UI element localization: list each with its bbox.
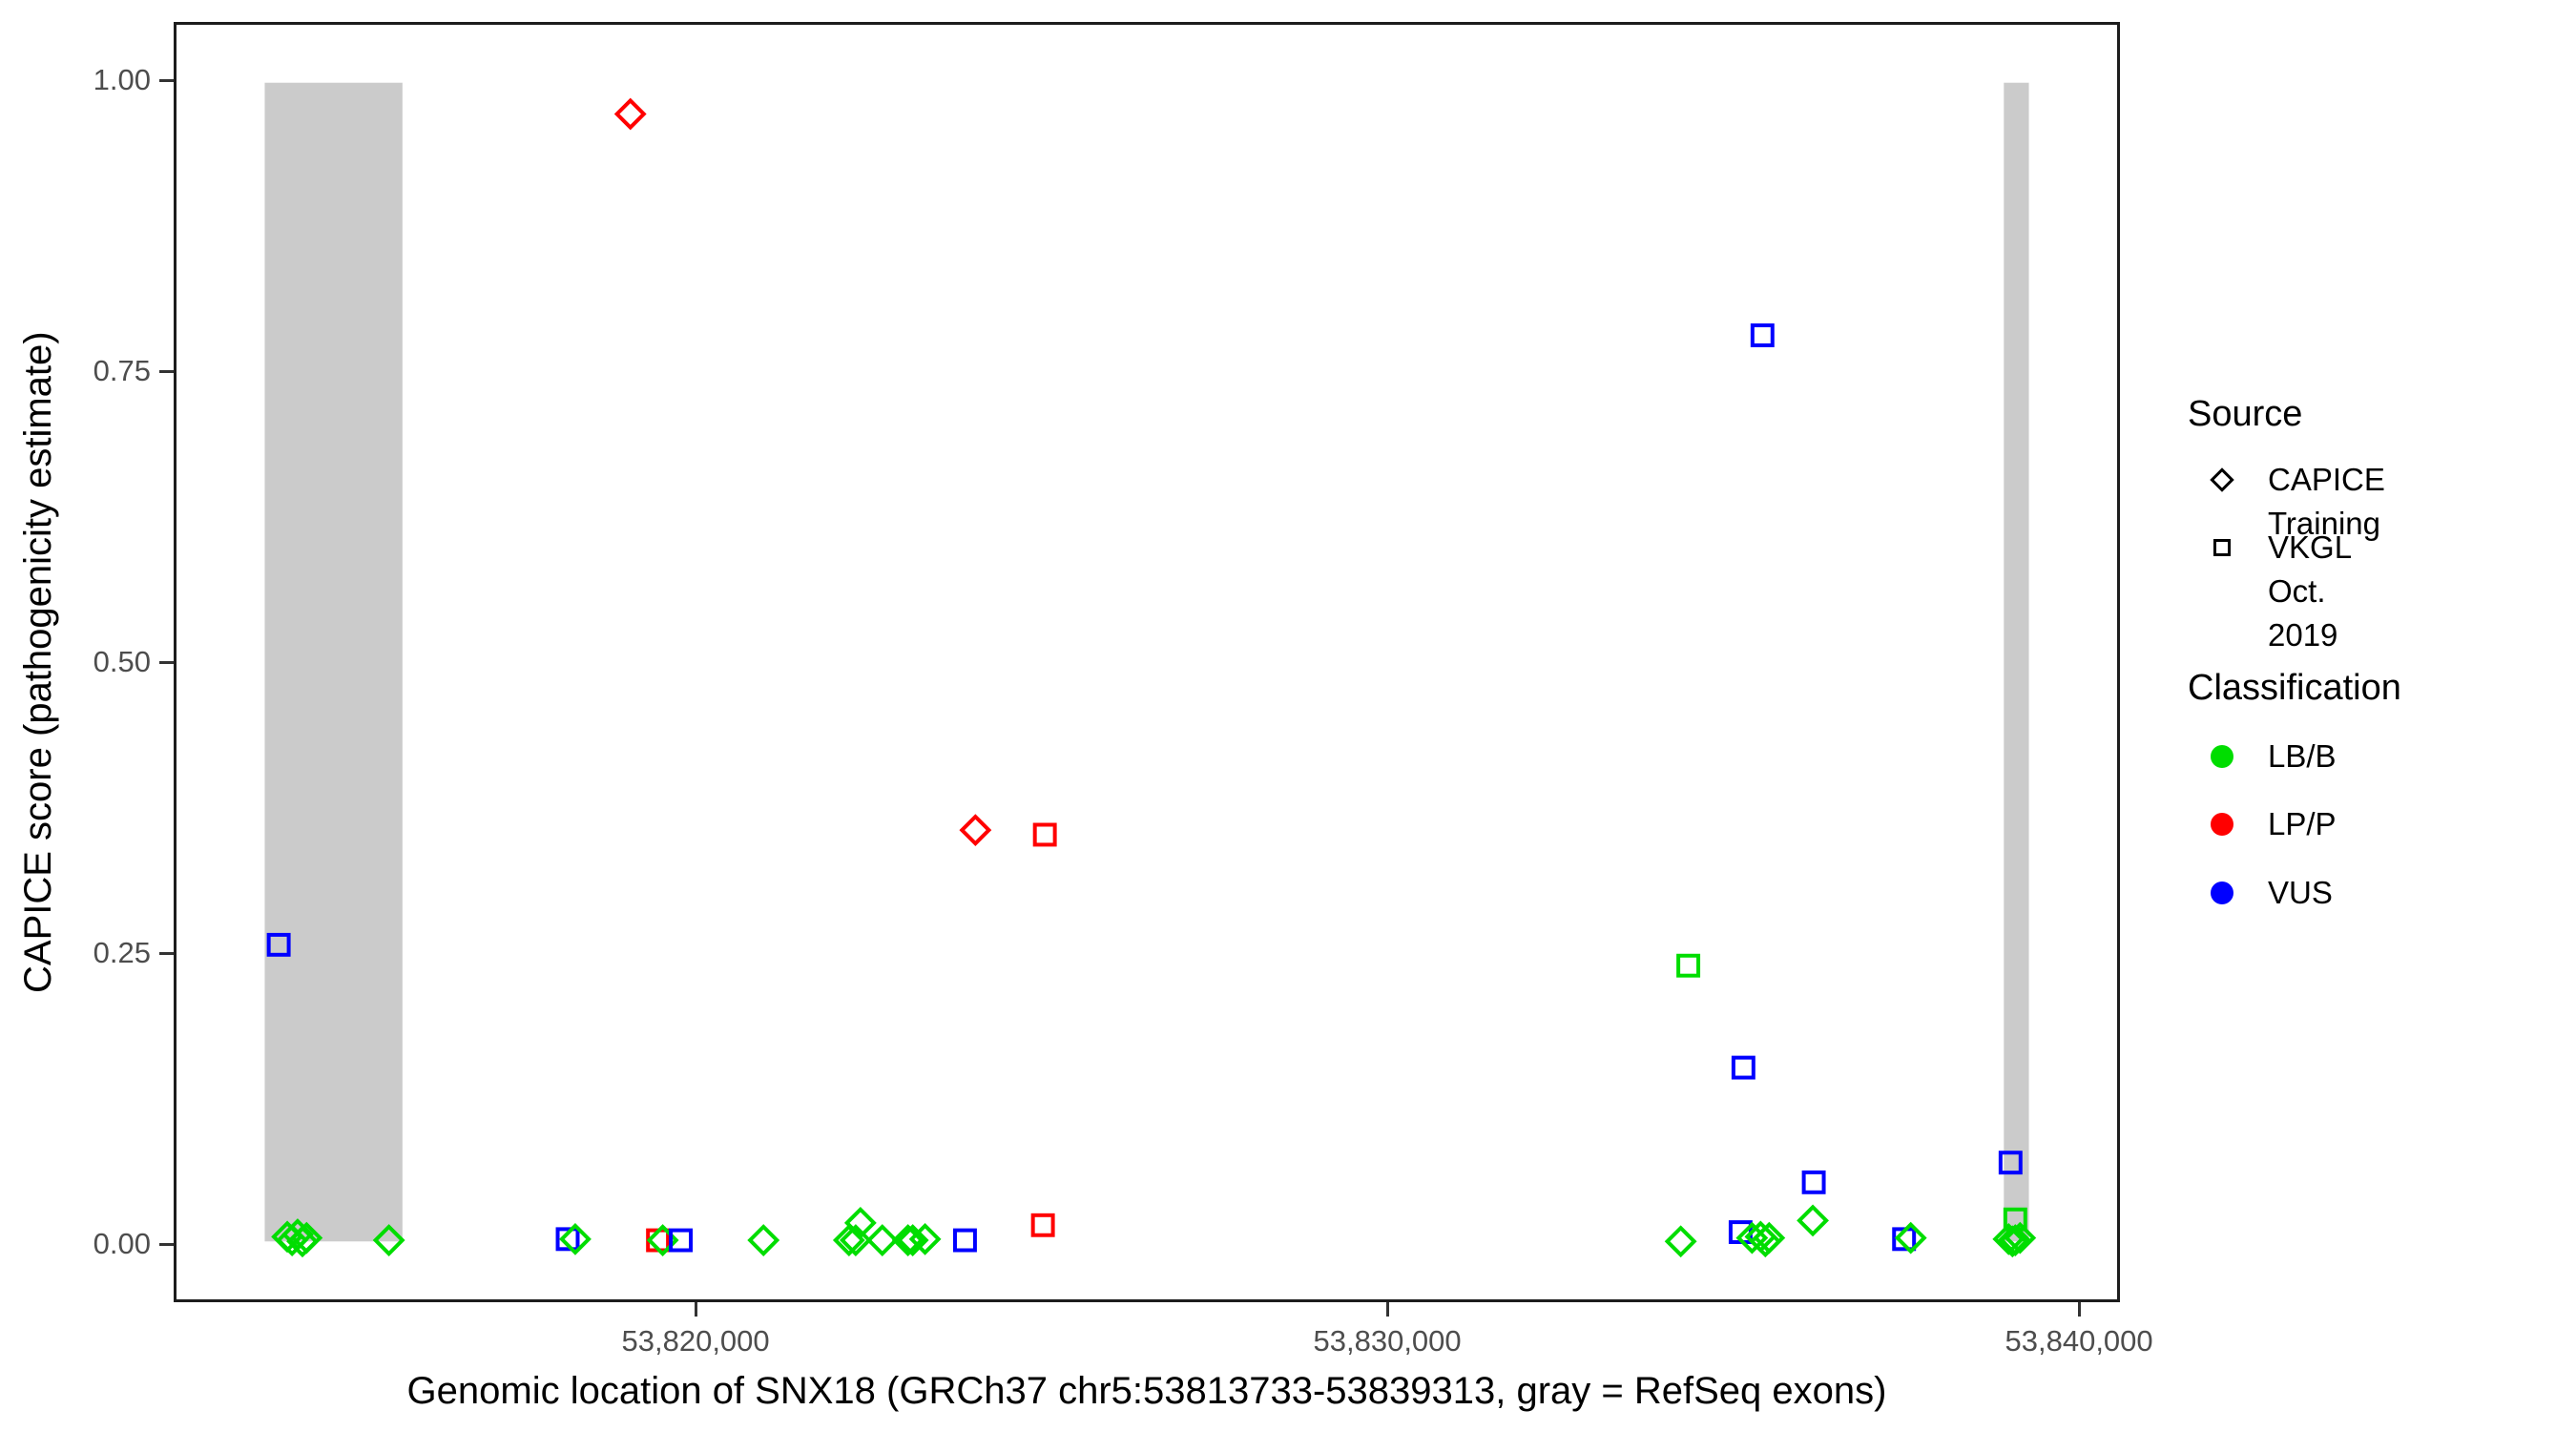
plot-area-svg xyxy=(264,82,2037,1258)
y-tick-label: 0.75 xyxy=(93,354,151,387)
data-point-square xyxy=(1750,323,1775,347)
y-tick-mark xyxy=(159,369,174,373)
data-point-diamond xyxy=(1996,1225,2029,1258)
data-point-square xyxy=(669,1228,694,1253)
y-tick-label: 0.00 xyxy=(93,1227,151,1260)
data-point-diamond xyxy=(290,1221,323,1255)
circle-icon xyxy=(2211,813,2233,836)
data-point-square xyxy=(1676,953,1701,978)
x-tick-label: 53,830,000 xyxy=(1313,1324,1462,1358)
data-point-diamond xyxy=(1664,1225,1697,1258)
x-tick-mark xyxy=(1385,1302,1389,1317)
data-point-diamond xyxy=(372,1224,405,1256)
legend-label: VKGL Oct. 2019 xyxy=(2268,529,2351,653)
data-point-square xyxy=(1801,1170,1826,1194)
legend-label: VUS xyxy=(2268,875,2333,910)
data-point-diamond xyxy=(559,1222,592,1255)
data-point-square xyxy=(1032,822,1057,847)
data-point-square xyxy=(952,1228,977,1253)
circle-icon xyxy=(2211,881,2233,904)
square-icon xyxy=(2213,539,2231,556)
data-point-square xyxy=(266,932,291,957)
data-point-square xyxy=(1030,1213,1055,1237)
x-tick-label: 53,840,000 xyxy=(2005,1324,2153,1358)
data-point-diamond xyxy=(1797,1204,1829,1237)
data-point-diamond xyxy=(1753,1221,1786,1255)
legend-label: CAPICE Training xyxy=(2268,462,2385,541)
data-point-square xyxy=(555,1227,580,1252)
x-tick-mark xyxy=(2077,1302,2081,1317)
data-point-diamond xyxy=(908,1222,942,1255)
legend-source-title: Source xyxy=(2188,394,2303,434)
data-point-diamond xyxy=(865,1224,899,1256)
y-tick-label: 0.25 xyxy=(93,936,151,969)
diamond-icon xyxy=(2210,467,2234,492)
legend-label: LB/B xyxy=(2268,738,2337,774)
data-point-square xyxy=(1731,1055,1755,1080)
y-tick-mark xyxy=(159,660,174,664)
y-tick-mark xyxy=(159,78,174,82)
refseq-exon-band xyxy=(264,82,403,1242)
refseq-exon-band xyxy=(2004,82,2029,1242)
x-axis-title: Genomic location of SNX18 (GRCh37 chr5:5… xyxy=(406,1370,1887,1412)
legend-classification-title: Classification xyxy=(2188,668,2401,708)
y-tick-label: 0.50 xyxy=(93,645,151,678)
data-point-diamond xyxy=(613,97,647,131)
data-point-square xyxy=(1998,1151,2023,1175)
data-point-diamond xyxy=(747,1224,780,1256)
y-tick-label: 1.00 xyxy=(93,63,151,96)
legend-label: LP/P xyxy=(2268,806,2337,841)
x-tick-label: 53,820,000 xyxy=(621,1324,770,1358)
data-point-diamond xyxy=(959,814,992,847)
y-tick-mark xyxy=(159,1242,174,1246)
plot-panel xyxy=(174,22,2120,1302)
y-tick-mark xyxy=(159,951,174,955)
data-point-diamond xyxy=(1735,1221,1769,1255)
x-tick-mark xyxy=(694,1302,697,1317)
data-point-diamond xyxy=(1894,1221,1927,1255)
data-point-diamond xyxy=(843,1206,877,1239)
circle-icon xyxy=(2211,745,2233,768)
